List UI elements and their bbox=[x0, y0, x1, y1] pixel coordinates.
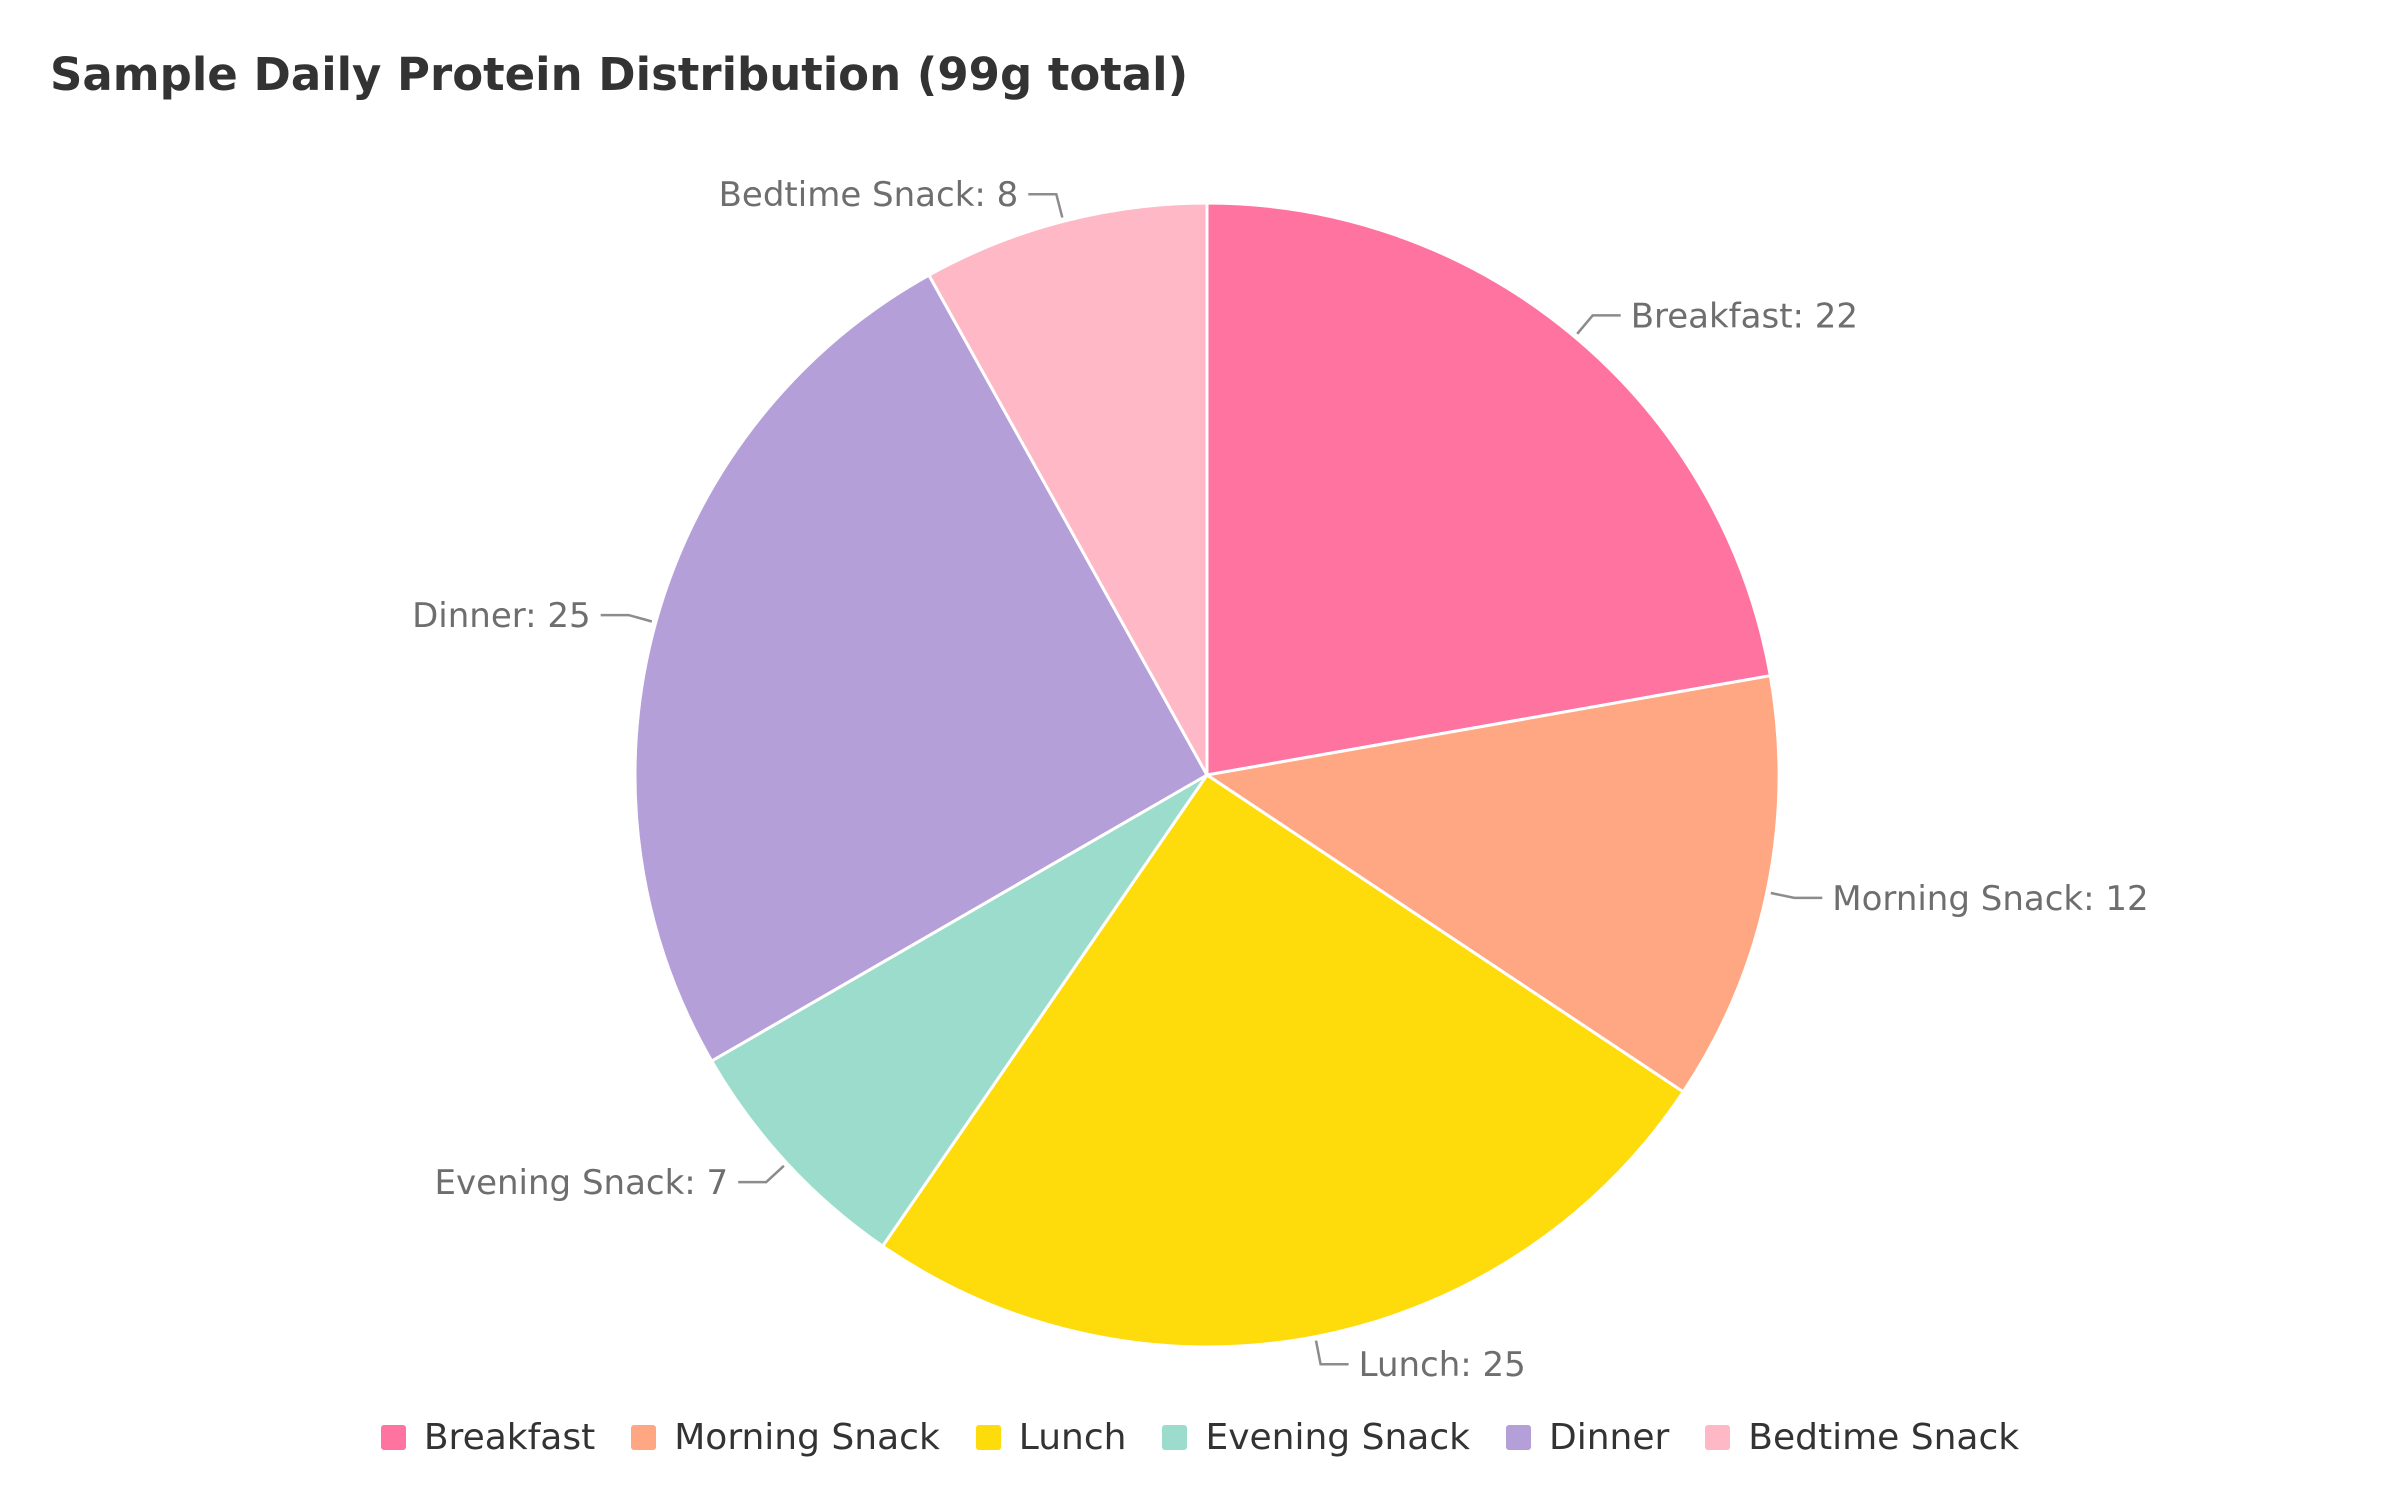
chart-title: Sample Daily Protein Distribution (99g t… bbox=[50, 48, 1189, 101]
legend-label-dinner: Dinner bbox=[1548, 1416, 1670, 1458]
slice-label-lunch: Lunch: 25 bbox=[1359, 1345, 1526, 1385]
pie-slice-bedtime-snack bbox=[927, 201, 1209, 777]
leader-line-bedtime-snack bbox=[1028, 192, 1064, 218]
slice-label-morning-snack: Morning Snack: 12 bbox=[1832, 879, 2148, 919]
legend-item-breakfast[interactable]: Breakfast bbox=[380, 1416, 596, 1458]
legend-swatch-morning-snack bbox=[631, 1424, 657, 1450]
legend-swatch-dinner bbox=[1505, 1424, 1531, 1450]
legend-item-lunch[interactable]: Lunch bbox=[975, 1416, 1127, 1458]
legend-item-evening-snack[interactable]: Evening Snack bbox=[1162, 1417, 1470, 1458]
leader-line-lunch bbox=[1314, 1340, 1349, 1366]
legend: Breakfast Morning Snack Lunch Evening Snack… bbox=[0, 1412, 2400, 1462]
leader-line-dinner bbox=[600, 613, 653, 623]
leader-line-evening-snack bbox=[738, 1164, 785, 1184]
legend-label-bedtime-snack: Bedtime Snack bbox=[1748, 1416, 2020, 1458]
legend-item-morning-snack[interactable]: Morning Snack bbox=[631, 1417, 940, 1458]
legend-label-evening-snack: Evening Snack bbox=[1205, 1416, 1470, 1458]
pie-slice-breakfast bbox=[1205, 201, 1772, 777]
pie-labels: Breakfast: 22 Morning Snack: 12 Lunch: 25 E… bbox=[412, 175, 2148, 1385]
pie-slice-lunch bbox=[881, 773, 1685, 1349]
slice-label-bedtime-snack: Bedtime Snack: 8 bbox=[719, 175, 1019, 215]
legend-swatch-evening-snack bbox=[1162, 1424, 1188, 1450]
pie-slice-evening-snack bbox=[710, 773, 1209, 1248]
pie-slices bbox=[633, 201, 1781, 1349]
legend-label-breakfast: Breakfast bbox=[423, 1416, 596, 1458]
legend-swatch-bedtime-snack bbox=[1705, 1424, 1731, 1450]
pie-slice-morning-snack bbox=[1205, 674, 1781, 1094]
slice-label-evening-snack: Evening Snack: 7 bbox=[434, 1163, 728, 1203]
legend-swatch-lunch bbox=[975, 1424, 1001, 1450]
legend-label-lunch: Lunch bbox=[1018, 1416, 1127, 1458]
leader-line-breakfast bbox=[1576, 314, 1621, 335]
pie-slice-dinner bbox=[633, 273, 1209, 1063]
legend-label-morning-snack: Morning Snack bbox=[674, 1416, 940, 1458]
legend-item-dinner[interactable]: Dinner bbox=[1505, 1416, 1670, 1458]
slice-label-dinner: Dinner: 25 bbox=[412, 596, 591, 636]
legend-item-bedtime-snack[interactable]: Bedtime Snack bbox=[1705, 1417, 2019, 1458]
slice-label-breakfast: Breakfast: 22 bbox=[1631, 296, 1858, 336]
legend-swatch-breakfast bbox=[380, 1424, 406, 1450]
leader-line-morning-snack bbox=[1770, 891, 1823, 900]
